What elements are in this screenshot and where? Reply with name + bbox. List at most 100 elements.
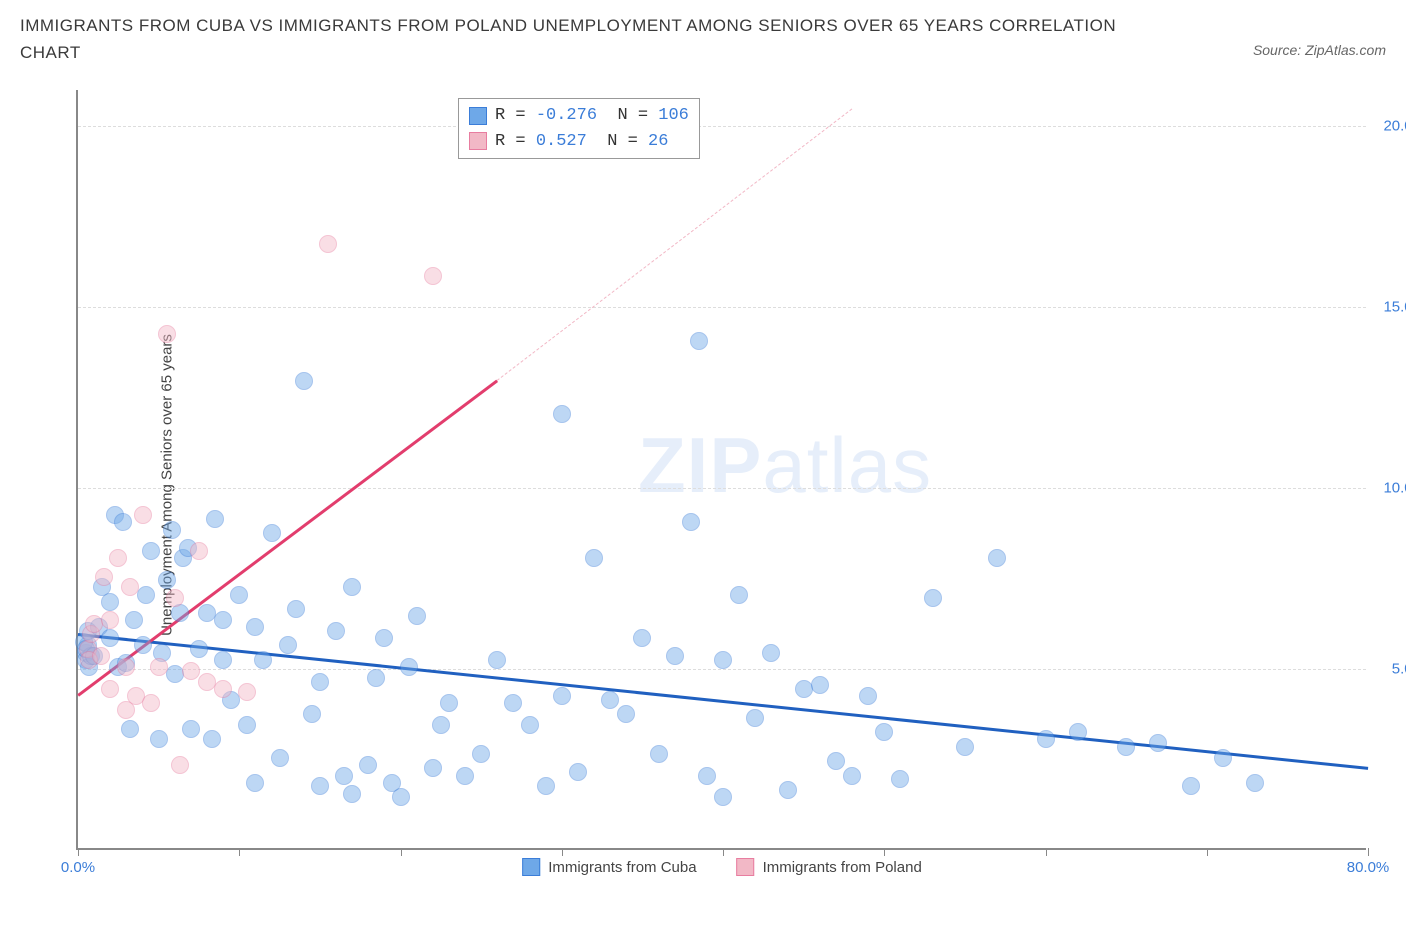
data-point — [121, 720, 139, 738]
data-point — [150, 658, 168, 676]
data-point — [1214, 749, 1232, 767]
data-point — [163, 521, 181, 539]
data-point — [343, 785, 361, 803]
legend-label: Immigrants from Cuba — [548, 859, 696, 876]
data-point — [891, 770, 909, 788]
data-point — [101, 593, 119, 611]
stats-legend-box: R = -0.276 N = 106R = 0.527 N = 26 — [458, 98, 700, 159]
data-point — [311, 673, 329, 691]
data-point — [714, 651, 732, 669]
scatter-plot: ZIPatlas 5.0%10.0%15.0%20.0%0.0%80.0%R =… — [76, 90, 1366, 850]
data-point — [182, 662, 200, 680]
data-point — [142, 694, 160, 712]
y-tick-label: 15.0% — [1383, 299, 1406, 316]
x-tick — [562, 848, 563, 856]
data-point — [238, 716, 256, 734]
data-point — [327, 622, 345, 640]
data-point — [203, 730, 221, 748]
data-point — [601, 691, 619, 709]
data-point — [1149, 734, 1167, 752]
x-tick — [1368, 848, 1369, 856]
data-point — [230, 586, 248, 604]
data-point — [134, 506, 152, 524]
data-point — [400, 658, 418, 676]
data-point — [650, 745, 668, 763]
data-point — [956, 738, 974, 756]
data-point — [319, 235, 337, 253]
data-point — [109, 549, 127, 567]
chart-header: IMMIGRANTS FROM CUBA VS IMMIGRANTS FROM … — [0, 0, 1406, 66]
data-point — [1069, 723, 1087, 741]
grid-line — [78, 126, 1366, 127]
data-point — [246, 618, 264, 636]
data-point — [150, 730, 168, 748]
data-point — [303, 705, 321, 723]
legend-item: Immigrants from Poland — [737, 858, 922, 876]
y-tick-label: 10.0% — [1383, 480, 1406, 497]
legend-swatch — [522, 858, 540, 876]
data-point — [182, 720, 200, 738]
data-point — [779, 781, 797, 799]
data-point — [263, 524, 281, 542]
data-point — [311, 777, 329, 795]
x-tick — [78, 848, 79, 856]
data-point — [762, 644, 780, 662]
legend-item: Immigrants from Cuba — [522, 858, 696, 876]
data-point — [214, 611, 232, 629]
chart-title: IMMIGRANTS FROM CUBA VS IMMIGRANTS FROM … — [20, 12, 1120, 66]
x-tick — [239, 848, 240, 856]
data-point — [121, 578, 139, 596]
data-point — [214, 651, 232, 669]
x-tick — [884, 848, 885, 856]
stats-row: R = -0.276 N = 106 — [469, 103, 689, 129]
data-point — [295, 372, 313, 390]
legend-swatch — [737, 858, 755, 876]
data-point — [521, 716, 539, 734]
data-point — [424, 759, 442, 777]
data-point — [238, 683, 256, 701]
data-point — [585, 549, 603, 567]
data-point — [456, 767, 474, 785]
data-point — [698, 767, 716, 785]
data-point — [633, 629, 651, 647]
data-point — [690, 332, 708, 350]
data-point — [859, 687, 877, 705]
data-point — [137, 586, 155, 604]
data-point — [117, 658, 135, 676]
y-tick-label: 20.0% — [1383, 118, 1406, 135]
data-point — [114, 513, 132, 531]
data-point — [1246, 774, 1264, 792]
data-point — [504, 694, 522, 712]
data-point — [158, 571, 176, 589]
data-point — [101, 629, 119, 647]
data-point — [1117, 738, 1135, 756]
x-tick — [1207, 848, 1208, 856]
data-point — [730, 586, 748, 604]
data-point — [190, 640, 208, 658]
data-point — [158, 325, 176, 343]
data-point — [125, 611, 143, 629]
data-point — [343, 578, 361, 596]
grid-line — [78, 307, 1366, 308]
data-point — [746, 709, 764, 727]
data-point — [617, 705, 635, 723]
x-tick — [1046, 848, 1047, 856]
grid-line — [78, 488, 1366, 489]
legend-swatch — [469, 107, 487, 125]
data-point — [553, 687, 571, 705]
data-point — [488, 651, 506, 669]
data-point — [206, 510, 224, 528]
data-point — [1182, 777, 1200, 795]
grid-line — [78, 669, 1366, 670]
data-point — [287, 600, 305, 618]
data-point — [335, 767, 353, 785]
data-point — [92, 647, 110, 665]
watermark: ZIPatlas — [638, 420, 932, 511]
data-point — [553, 405, 571, 423]
legend-swatch — [469, 132, 487, 150]
data-point — [424, 267, 442, 285]
data-point — [214, 680, 232, 698]
data-point — [375, 629, 393, 647]
data-point — [166, 589, 184, 607]
x-tick — [401, 848, 402, 856]
